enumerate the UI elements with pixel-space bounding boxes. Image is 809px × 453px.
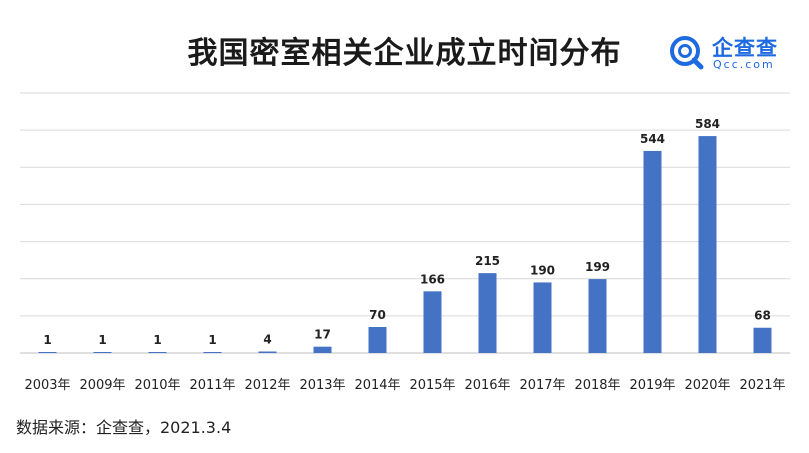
qcc-logo: 企查查 Qcc.com xyxy=(668,28,803,76)
x-tick-label: 2018年 xyxy=(574,378,620,393)
data-label: 190 xyxy=(530,263,555,277)
bar xyxy=(478,273,497,353)
x-tick-label: 2019年 xyxy=(629,378,675,393)
data-label: 544 xyxy=(640,132,665,146)
data-label: 17 xyxy=(314,328,331,342)
bar xyxy=(38,352,57,353)
x-tick-label: 2016年 xyxy=(464,378,510,393)
x-tick-label: 2011年 xyxy=(189,378,235,393)
bar xyxy=(313,346,332,353)
bar xyxy=(148,352,167,353)
bar xyxy=(588,279,607,353)
x-tick-label: 2020年 xyxy=(684,378,730,393)
x-tick-label: 2015年 xyxy=(409,378,455,393)
bar xyxy=(753,327,772,353)
data-label: 166 xyxy=(420,272,445,286)
x-tick-label: 2009年 xyxy=(79,378,125,393)
data-label: 4 xyxy=(263,333,271,347)
logo-url: Qcc.com xyxy=(713,58,775,71)
bar xyxy=(368,327,387,353)
x-tick-label: 2021年 xyxy=(739,378,785,393)
qcc-logo-icon xyxy=(670,36,704,70)
data-source-note: 数据来源：企查查，2021.3.4 xyxy=(16,418,232,437)
x-tick-label: 2014年 xyxy=(354,378,400,393)
x-tick-label: 2012年 xyxy=(244,378,290,393)
data-label: 70 xyxy=(369,308,386,322)
data-label: 215 xyxy=(475,254,500,268)
x-tick-label: 2003年 xyxy=(24,378,70,393)
data-label: 199 xyxy=(585,260,610,274)
bar xyxy=(643,150,662,353)
data-label: 68 xyxy=(754,309,771,323)
logo-name: 企查查 xyxy=(712,36,778,60)
bar xyxy=(423,291,442,353)
bar xyxy=(258,351,277,353)
bar xyxy=(698,136,717,353)
bar xyxy=(533,282,552,353)
data-label: 1 xyxy=(43,333,51,347)
data-label: 1 xyxy=(153,333,161,347)
data-label: 1 xyxy=(208,333,216,347)
x-tick-label: 2010年 xyxy=(134,378,180,393)
data-label: 1 xyxy=(98,333,106,347)
bar xyxy=(93,352,112,353)
bar xyxy=(203,352,222,353)
data-label: 584 xyxy=(695,117,720,131)
x-tick-label: 2017年 xyxy=(519,378,565,393)
x-tick-label: 2013年 xyxy=(299,378,345,393)
chart-title: 我国密室相关企业成立时间分布 xyxy=(187,36,622,71)
